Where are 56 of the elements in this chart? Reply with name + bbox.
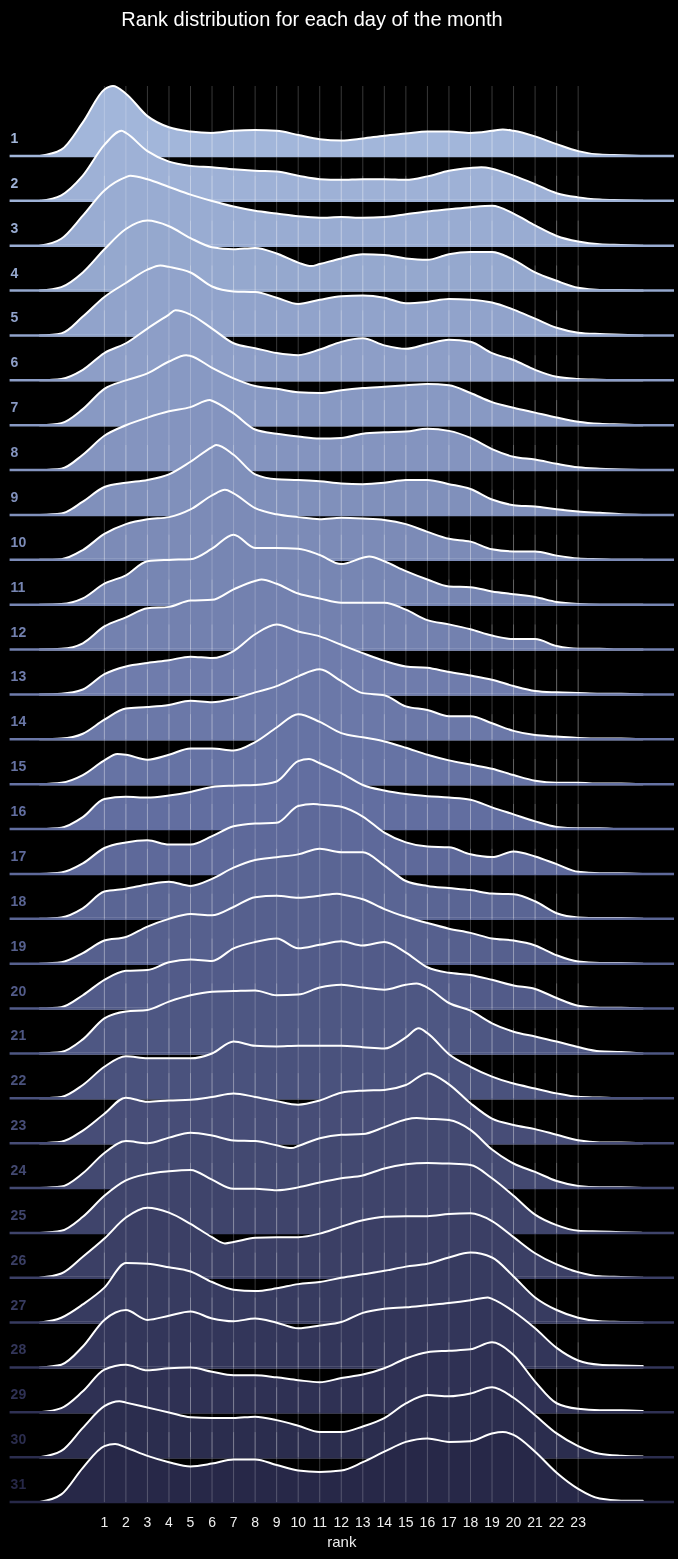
series-label: 21 [10,1027,27,1044]
x-tick-label: 11 [312,1514,328,1531]
series-label: 29 [10,1386,27,1403]
series-label: 17 [10,847,27,864]
x-tick-label: 4 [165,1514,174,1531]
series-label: 20 [10,982,27,999]
series-label: 3 [10,219,19,236]
series-label: 19 [10,937,27,954]
x-tick-label: 16 [419,1514,436,1531]
x-tick-label: 23 [570,1514,587,1531]
x-tick-label: 2 [122,1514,130,1531]
series-label: 24 [10,1162,27,1179]
series-label: 2 [10,174,19,191]
x-tick-label: 3 [143,1514,152,1531]
series-label: 12 [10,623,27,640]
series-label: 6 [10,354,19,371]
series-label: 15 [10,758,27,775]
x-tick-label: 13 [355,1514,371,1531]
series-label: 11 [10,578,26,595]
series-label: 28 [10,1341,27,1358]
x-tick-label: 1 [100,1514,109,1531]
x-tick-label: 6 [208,1514,217,1531]
series-label: 4 [10,264,19,281]
x-tick-label: 7 [229,1514,238,1531]
x-tick-label: 18 [462,1514,479,1531]
series-label: 30 [10,1431,27,1448]
x-tick-label: 21 [527,1514,544,1531]
series-label: 26 [10,1251,27,1268]
series-label: 31 [10,1476,27,1493]
chart-title: Rank distribution for each day of the month [121,8,503,30]
x-tick-label: 12 [333,1514,350,1531]
x-tick-label: 10 [290,1514,307,1531]
series-label: 14 [10,713,27,730]
x-tick-label: 5 [186,1514,195,1531]
series-label: 18 [10,892,27,909]
series-label: 10 [10,533,27,550]
x-tick-label: 17 [441,1514,457,1531]
series-label: 27 [10,1296,27,1313]
x-tick-label: 14 [376,1514,393,1531]
series-label: 5 [10,309,19,326]
x-tick-label: 15 [398,1514,414,1531]
series-label: 9 [10,488,19,505]
x-tick-label: 9 [272,1514,281,1531]
series-label: 7 [10,399,19,416]
x-axis-title: rank [327,1532,357,1550]
series-label: 23 [10,1117,27,1134]
x-tick-label: 20 [505,1514,522,1531]
series-label: 16 [10,803,27,820]
series-label: 22 [10,1072,27,1089]
series-label: 13 [10,668,27,685]
series-label: 8 [10,444,19,461]
x-tick-label: 22 [548,1514,565,1531]
series-label: 1 [10,130,19,146]
x-tick-label: 19 [484,1514,501,1531]
series-label: 25 [10,1206,27,1223]
x-tick-label: 8 [251,1514,260,1531]
